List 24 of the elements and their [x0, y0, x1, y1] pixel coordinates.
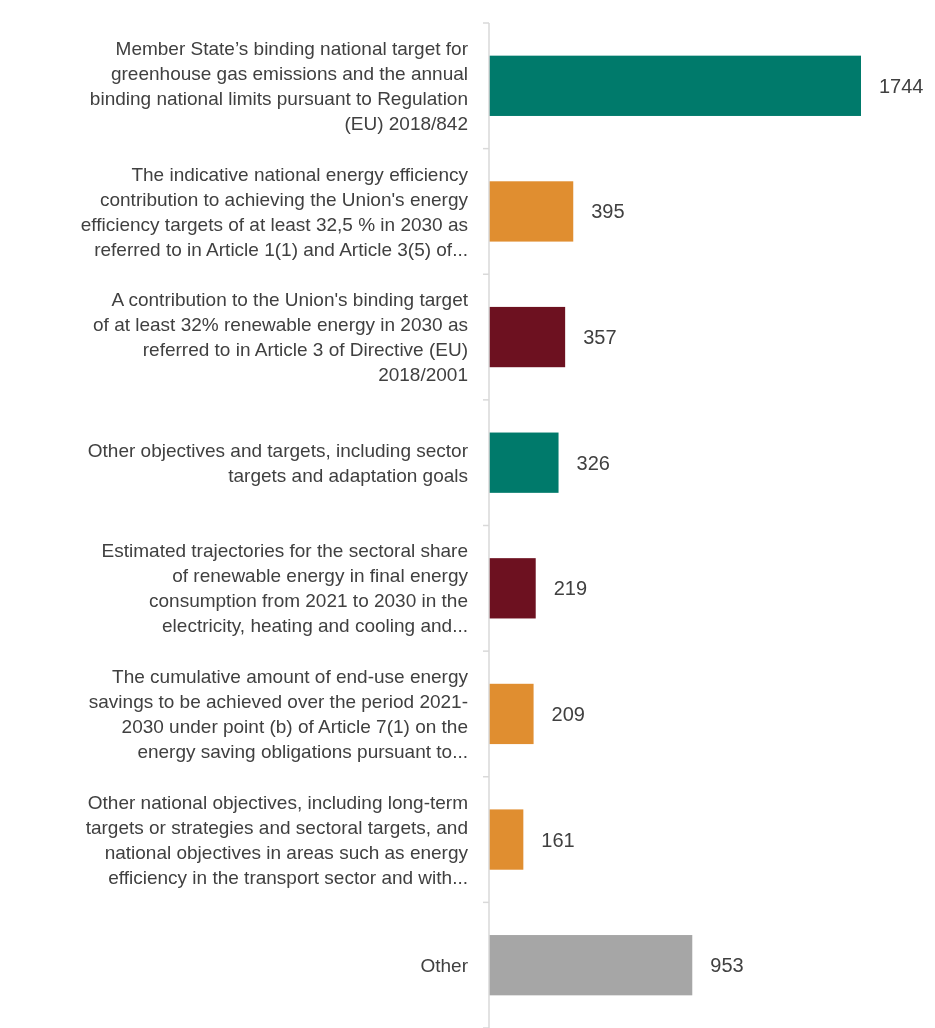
data-label: 219	[553, 577, 588, 600]
data-label: 953	[710, 954, 744, 977]
bar	[489, 181, 574, 242]
bar	[489, 935, 693, 996]
bar	[489, 306, 566, 368]
y-tick-label: The cumulative amount of end-use energy savings to be achieved over the period 2021- 2030 under point (b) of Article 7(1) on the energy saving obligations pursuant to...	[88, 666, 469, 763]
data-label: 395	[591, 200, 625, 223]
y-tick-label: Other national objectives, including long-term targets or strategies and sectoral targets, and national objectives in areas such as energy efficiency in the transport sector and with...	[85, 791, 469, 888]
bar	[489, 683, 534, 745]
data-label: 1744	[879, 74, 924, 97]
y-tick-label: Estimated trajectories for the sectoral share of renewable energy in final energy consumption from 2021 to 2030 in the electricity, heating and cooling and...	[101, 540, 469, 637]
y-tick-label: Other	[420, 954, 469, 976]
data-label: 161	[541, 828, 575, 851]
bar	[489, 809, 524, 870]
bar	[489, 55, 861, 116]
y-tick-label: Member State’s binding national target for greenhouse gas emissions and the annual binding national limits pursuant to Regulation (EU) 2018/842	[89, 37, 469, 134]
data-label: 326	[576, 451, 610, 474]
bar	[489, 432, 559, 493]
y-tick-label: Other objectives and targets, including sector targets and adaptation goals	[87, 439, 469, 486]
y-tick-label: The indicative national energy efficiency contribution to achieving the Union's energy efficiency targets of at least 32,5 % in 2030 as referred to in Article 1(1) and Article 3(5) of...	[80, 163, 469, 260]
data-label: 209	[551, 702, 585, 725]
bar	[489, 558, 536, 619]
data-label: 357	[583, 326, 617, 349]
y-tick-label: A contribution to the Union's binding target of at least 32% renewable energy in 2030 as referred to in Article 3 of Directive (EU) 2018/2001	[93, 289, 469, 386]
